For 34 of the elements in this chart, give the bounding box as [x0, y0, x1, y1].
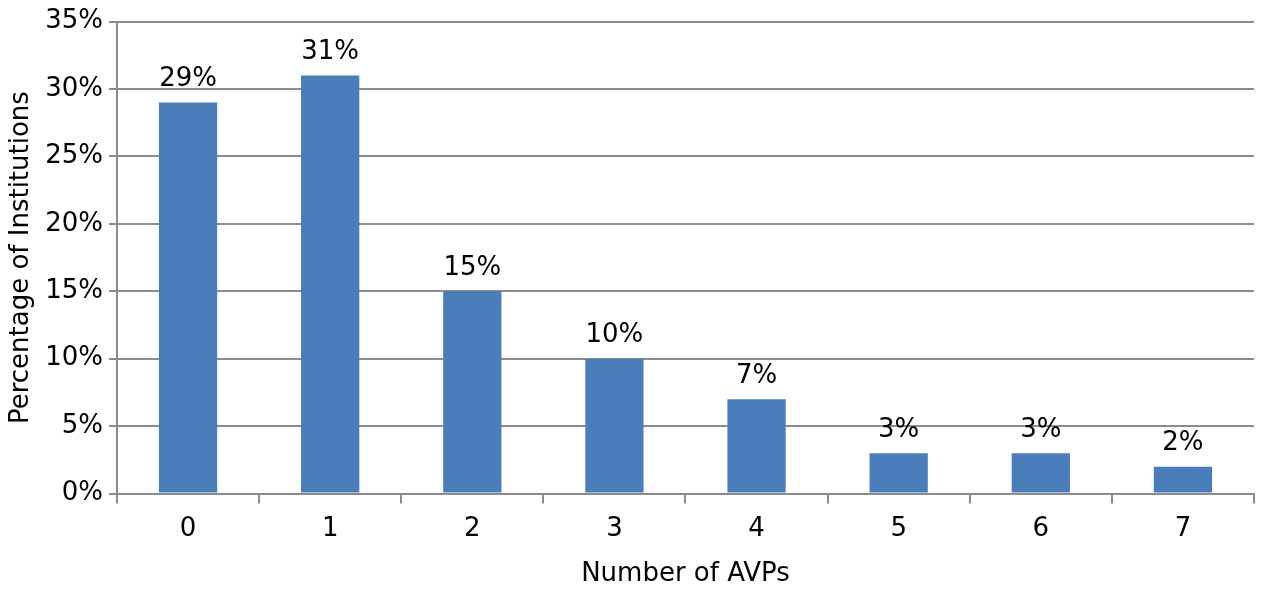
bar	[869, 453, 928, 493]
y-tick-label: 0%	[61, 476, 103, 507]
data-label: 2%	[1162, 426, 1204, 457]
data-label: 10%	[585, 318, 644, 349]
data-label: 15%	[443, 251, 502, 282]
data-label: 7%	[735, 358, 778, 389]
data-label: 31%	[301, 35, 360, 66]
x-axis-title: Number of AVPs	[581, 557, 790, 588]
y-tick-label: 30%	[45, 71, 103, 102]
bar	[727, 399, 786, 493]
x-tick-label: 6	[1032, 511, 1050, 542]
y-axis-title: Percentage of Institutions	[4, 91, 35, 425]
bar	[443, 291, 502, 493]
x-tick-label: 0	[179, 511, 197, 542]
y-tick-label: 25%	[45, 139, 103, 170]
x-tick-label: 2	[464, 511, 481, 542]
bar	[301, 75, 360, 493]
bar	[158, 102, 218, 493]
x-tick-label: 1	[321, 511, 339, 542]
x-tick-label: 5	[890, 511, 907, 542]
y-tick-label: 5%	[61, 408, 103, 439]
y-tick-label: 10%	[45, 341, 103, 372]
bar	[585, 358, 644, 493]
bar	[1153, 466, 1213, 493]
data-label: 3%	[878, 412, 920, 443]
data-label: 3%	[1020, 412, 1062, 443]
x-tick-label: 7	[1174, 511, 1192, 542]
bar	[1011, 453, 1070, 493]
y-tick-label: 20%	[45, 206, 103, 237]
y-tick-label: 15%	[45, 274, 103, 305]
data-label: 29%	[159, 62, 217, 93]
x-tick-label: 4	[748, 511, 765, 542]
y-tick-label: 35%	[45, 4, 103, 35]
x-tick-label: 3	[606, 511, 623, 542]
